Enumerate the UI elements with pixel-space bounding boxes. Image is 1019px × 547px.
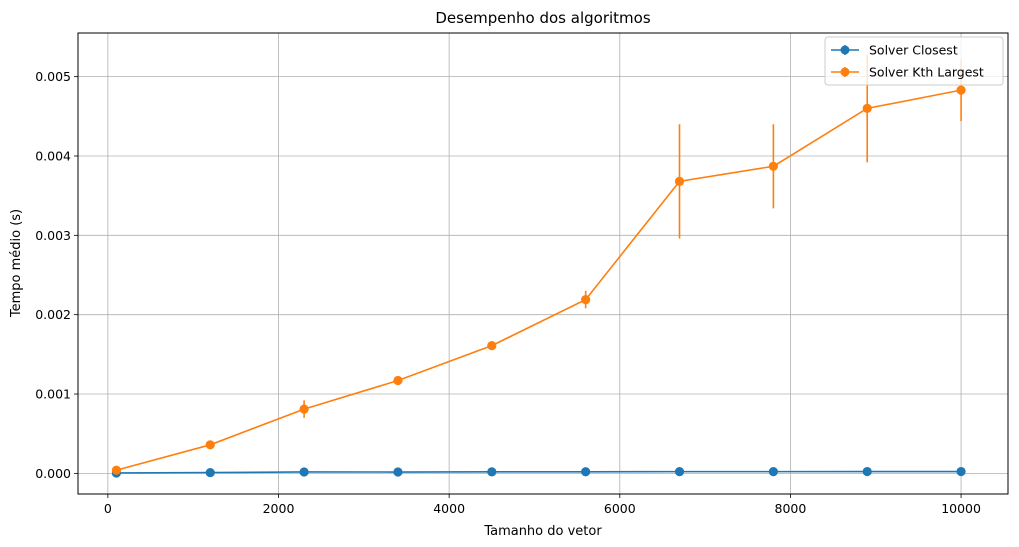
plot-frame: [77, 32, 1009, 495]
data-point-closest: [205, 467, 215, 478]
data-point-closest: [768, 467, 778, 477]
y-tick-label: 0.000: [35, 466, 71, 481]
data-point-kth-largest: [862, 103, 872, 113]
data-point-kth-largest: [674, 176, 685, 186]
data-point-kth-largest: [299, 404, 309, 414]
data-point-closest: [862, 466, 872, 477]
y-tick-label: 0.001: [35, 387, 71, 402]
x-axis-label: Tamanho do vetor: [483, 524, 602, 539]
data-point-kth-largest: [393, 375, 403, 386]
data-point-kth-largest: [768, 161, 778, 171]
x-tick-label: 6000: [604, 501, 636, 516]
data-point-kth-largest: [581, 295, 591, 305]
x-tick-label: 4000: [433, 501, 465, 516]
ticks: 0 2000 4000 6000 8000 10000 0.000 0.001 0.002 0.0…: [35, 69, 981, 516]
grid: [78, 33, 1008, 494]
data-point-kth-largest: [956, 85, 966, 95]
y-axis-label: Tempo médio (s): [9, 209, 24, 318]
legend-label-closest: Solver Closest: [869, 43, 958, 58]
legend-marker-closest: [840, 45, 850, 55]
data-point-closest: [674, 467, 685, 477]
legend: Solver Closest Solver Kth Largest: [824, 36, 1004, 86]
y-tick-label: 0.005: [35, 69, 71, 84]
data-point-closest: [299, 467, 309, 477]
legend-box: [824, 36, 1004, 86]
legend-label-kth-largest: Solver Kth Largest: [869, 65, 984, 80]
legend-entry-closest: Solver Closest: [831, 43, 958, 58]
data-point-closest: [487, 467, 497, 477]
data-point-closest: [393, 467, 403, 477]
series-layer: [111, 54, 966, 478]
series-closest: [111, 466, 966, 478]
chart-title: Desempenho dos algoritmos: [435, 9, 650, 27]
x-tick-label: 8000: [775, 501, 807, 516]
legend-marker-kth-largest: [840, 67, 850, 77]
data-point-kth-largest: [487, 341, 497, 351]
series-line-kth-largest: [116, 89, 962, 471]
y-tick-label: 0.004: [35, 148, 71, 163]
legend-entry-kth-largest: Solver Kth Largest: [831, 65, 984, 80]
series-kth-largest: [111, 54, 966, 475]
x-tick-label: 10000: [941, 501, 981, 516]
x-tick-label: 0: [104, 501, 112, 516]
x-tick-label: 2000: [263, 501, 295, 516]
data-point-closest: [956, 466, 966, 477]
data-point-kth-largest: [205, 440, 215, 450]
data-point-closest: [581, 467, 591, 477]
y-tick-label: 0.002: [35, 307, 71, 322]
y-tick-label: 0.003: [35, 228, 71, 243]
series-line-closest: [116, 470, 962, 474]
data-point-kth-largest: [111, 465, 121, 475]
